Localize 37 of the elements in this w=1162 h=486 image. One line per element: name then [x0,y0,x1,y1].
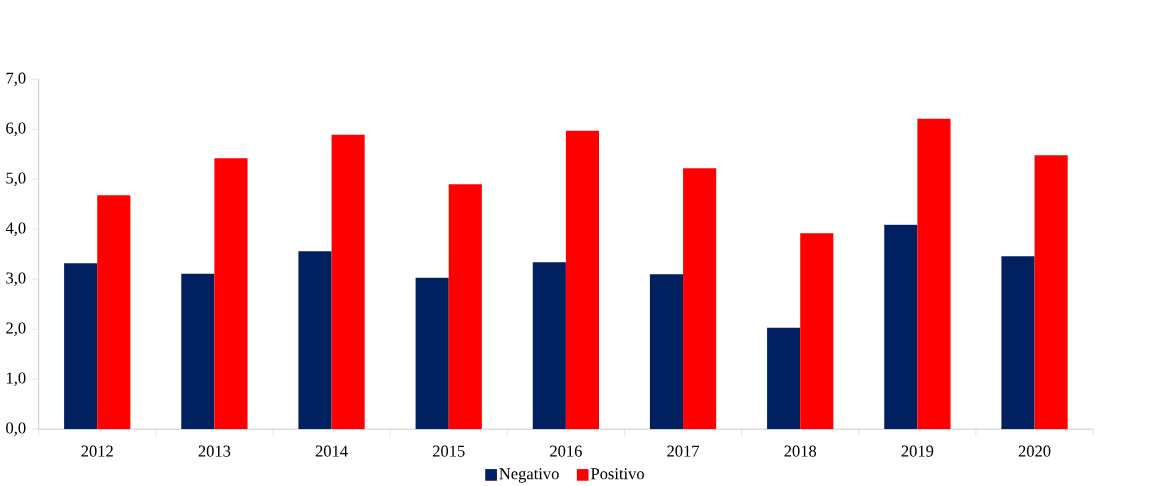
bar [767,327,801,430]
x-tick-label: 2013 [198,445,231,457]
bar [97,195,131,430]
x-tick-label: 2014 [315,445,348,457]
bar [884,224,918,430]
bar [214,158,248,430]
bar [415,277,449,430]
bar [649,274,684,430]
bar [298,251,332,430]
y-tick-label: 1,0 [6,372,26,387]
bar [331,134,365,430]
x-tick-label: 2018 [784,445,817,457]
x-tick-label: 2016 [550,445,582,457]
y-tick-label: 0,0 [6,422,26,437]
bar [181,273,215,430]
bar [1001,256,1035,430]
bar [448,184,482,430]
bar [1034,155,1068,430]
x-tick-label: 2015 [432,445,465,457]
y-tick-label: 6,0 [6,122,26,137]
bar [800,233,834,430]
y-tick-label: 4,0 [5,222,26,237]
y-tick-label: 7,0 [6,72,26,87]
bar [683,168,717,430]
bar [64,263,98,430]
x-tick-label: 2019 [901,445,934,457]
bar [532,262,566,430]
bar [565,131,600,430]
x-tick-label: 2017 [667,445,700,457]
bar [917,119,951,430]
y-tick-label: 5,0 [6,172,26,187]
x-tick-label: 2020 [1018,445,1051,457]
x-tick-label: 2012 [81,445,113,457]
y-tick-label: 2,0 [6,322,26,337]
y-tick-label: 3,0 [6,272,26,287]
legend-label: Positivo [590,468,644,480]
legend-label: Negativo [499,468,559,483]
